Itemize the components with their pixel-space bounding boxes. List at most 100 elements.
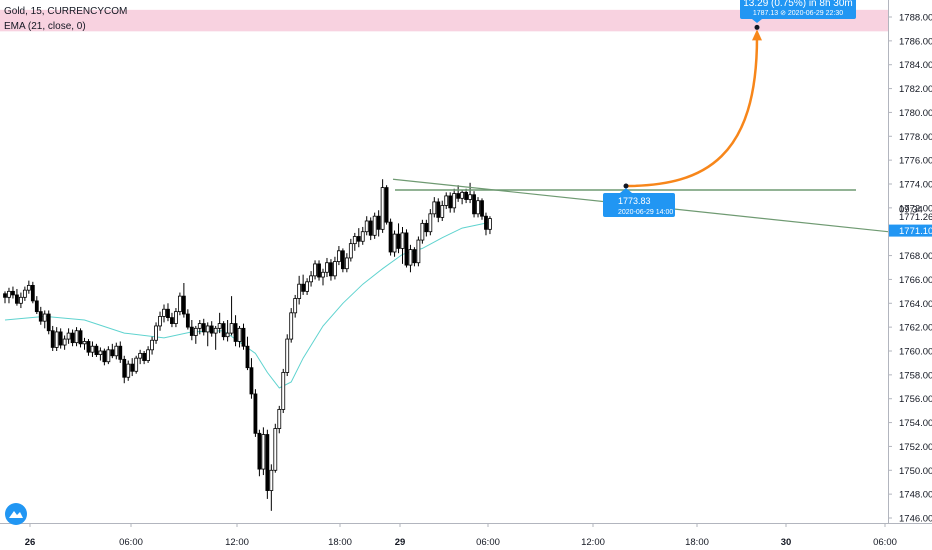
start-label-pointer: [620, 188, 632, 194]
candle: [404, 232, 409, 266]
candle: [110, 349, 115, 357]
candle: [30, 284, 35, 302]
candle: [460, 191, 465, 199]
candle: [468, 194, 472, 200]
candle: [185, 313, 190, 328]
candle: [181, 295, 186, 315]
candle: [86, 341, 91, 353]
y-tick-label: 1752.00: [899, 442, 932, 453]
candle: [245, 345, 250, 369]
candle: [225, 332, 230, 338]
candle: [408, 249, 413, 266]
candles-group: [3, 179, 492, 511]
candle: [448, 195, 453, 209]
candle: [158, 316, 162, 327]
trendline-price-label: 1771.26: [899, 212, 932, 223]
candle: [22, 289, 27, 298]
candle: [122, 358, 127, 378]
y-tick-label: 1756.00: [899, 394, 932, 405]
x-tick-label: 18:00: [685, 537, 709, 548]
x-tick-label: 06:00: [873, 537, 897, 548]
candle: [241, 327, 246, 347]
candle: [464, 191, 469, 200]
y-tick-label: 1768.00: [899, 251, 932, 262]
candle: [396, 233, 401, 249]
candle: [484, 215, 488, 230]
candle: [90, 345, 95, 353]
candle: [38, 311, 43, 322]
candle: [277, 409, 282, 429]
symbol-title[interactable]: Gold, 15, CURRENCYCOM: [4, 6, 128, 17]
tradingview-logo-icon[interactable]: [5, 503, 27, 525]
x-tick-label: 29: [395, 537, 406, 548]
candle: [213, 327, 218, 334]
candle: [58, 331, 63, 346]
arrow-head: [752, 29, 762, 41]
candle: [34, 300, 39, 313]
candle: [46, 313, 51, 332]
candle: [388, 221, 393, 253]
candle: [126, 363, 131, 378]
candle: [340, 250, 345, 270]
candle: [150, 339, 154, 351]
candle: [321, 271, 325, 278]
candle: [11, 290, 15, 296]
candle: [237, 327, 242, 342]
y-tick-label: 1780.00: [899, 108, 932, 119]
candle: [257, 432, 262, 470]
target-label-range: 13.29 (0.75%) in 8h 30m: [743, 0, 853, 9]
start-label-box: [603, 193, 675, 218]
candle: [18, 296, 23, 304]
target-label-time: 1787.13 ⊘ 2020-06-29 22:30: [753, 10, 843, 17]
candle: [480, 200, 484, 217]
candle: [189, 326, 194, 336]
x-tick-label: 18:00: [328, 537, 352, 548]
x-tick-label: 06:00: [476, 537, 500, 548]
candle: [177, 295, 182, 313]
candle: [205, 325, 210, 333]
indicator-label[interactable]: EMA (21, close, 0): [4, 21, 86, 32]
candle: [162, 308, 166, 317]
y-tick-label: 1786.00: [899, 36, 932, 47]
x-tick-label: 26: [25, 537, 36, 548]
y-tick-label: 1784.00: [899, 60, 932, 71]
start-label-time: 2020-06-29 14:00: [618, 209, 673, 216]
y-tick-label: 1758.00: [899, 370, 932, 381]
target-label-pointer: [752, 19, 762, 23]
candle: [174, 311, 178, 324]
candle: [444, 195, 449, 206]
candle: [94, 345, 99, 355]
candle: [221, 323, 226, 338]
candle: [436, 201, 441, 218]
y-tick-label: 1782.00: [899, 84, 932, 95]
candle: [285, 338, 290, 373]
candle: [193, 327, 198, 336]
candle: [26, 284, 31, 291]
candle: [217, 323, 222, 329]
candle: [384, 187, 389, 223]
y-tick-label: 1778.00: [899, 132, 932, 143]
candle: [428, 213, 433, 233]
y-tick-label: 1776.00: [899, 156, 932, 167]
candle: [372, 215, 377, 236]
candle: [432, 201, 437, 215]
candle: [476, 200, 480, 215]
candle: [50, 330, 55, 348]
candle: [261, 434, 266, 470]
candle: [269, 469, 274, 491]
candle: [253, 393, 258, 434]
candle: [118, 345, 123, 360]
candle: [106, 349, 111, 363]
candle: [488, 218, 492, 230]
candle: [209, 325, 214, 334]
y-tick-label: 1774.00: [899, 180, 932, 191]
candle: [66, 332, 71, 340]
start-point: [623, 183, 629, 189]
current-price-label: 1771.10: [899, 226, 932, 237]
x-tick-label: 12:00: [581, 537, 605, 548]
candle: [102, 350, 107, 363]
candle: [452, 193, 457, 209]
candle: [166, 308, 170, 319]
